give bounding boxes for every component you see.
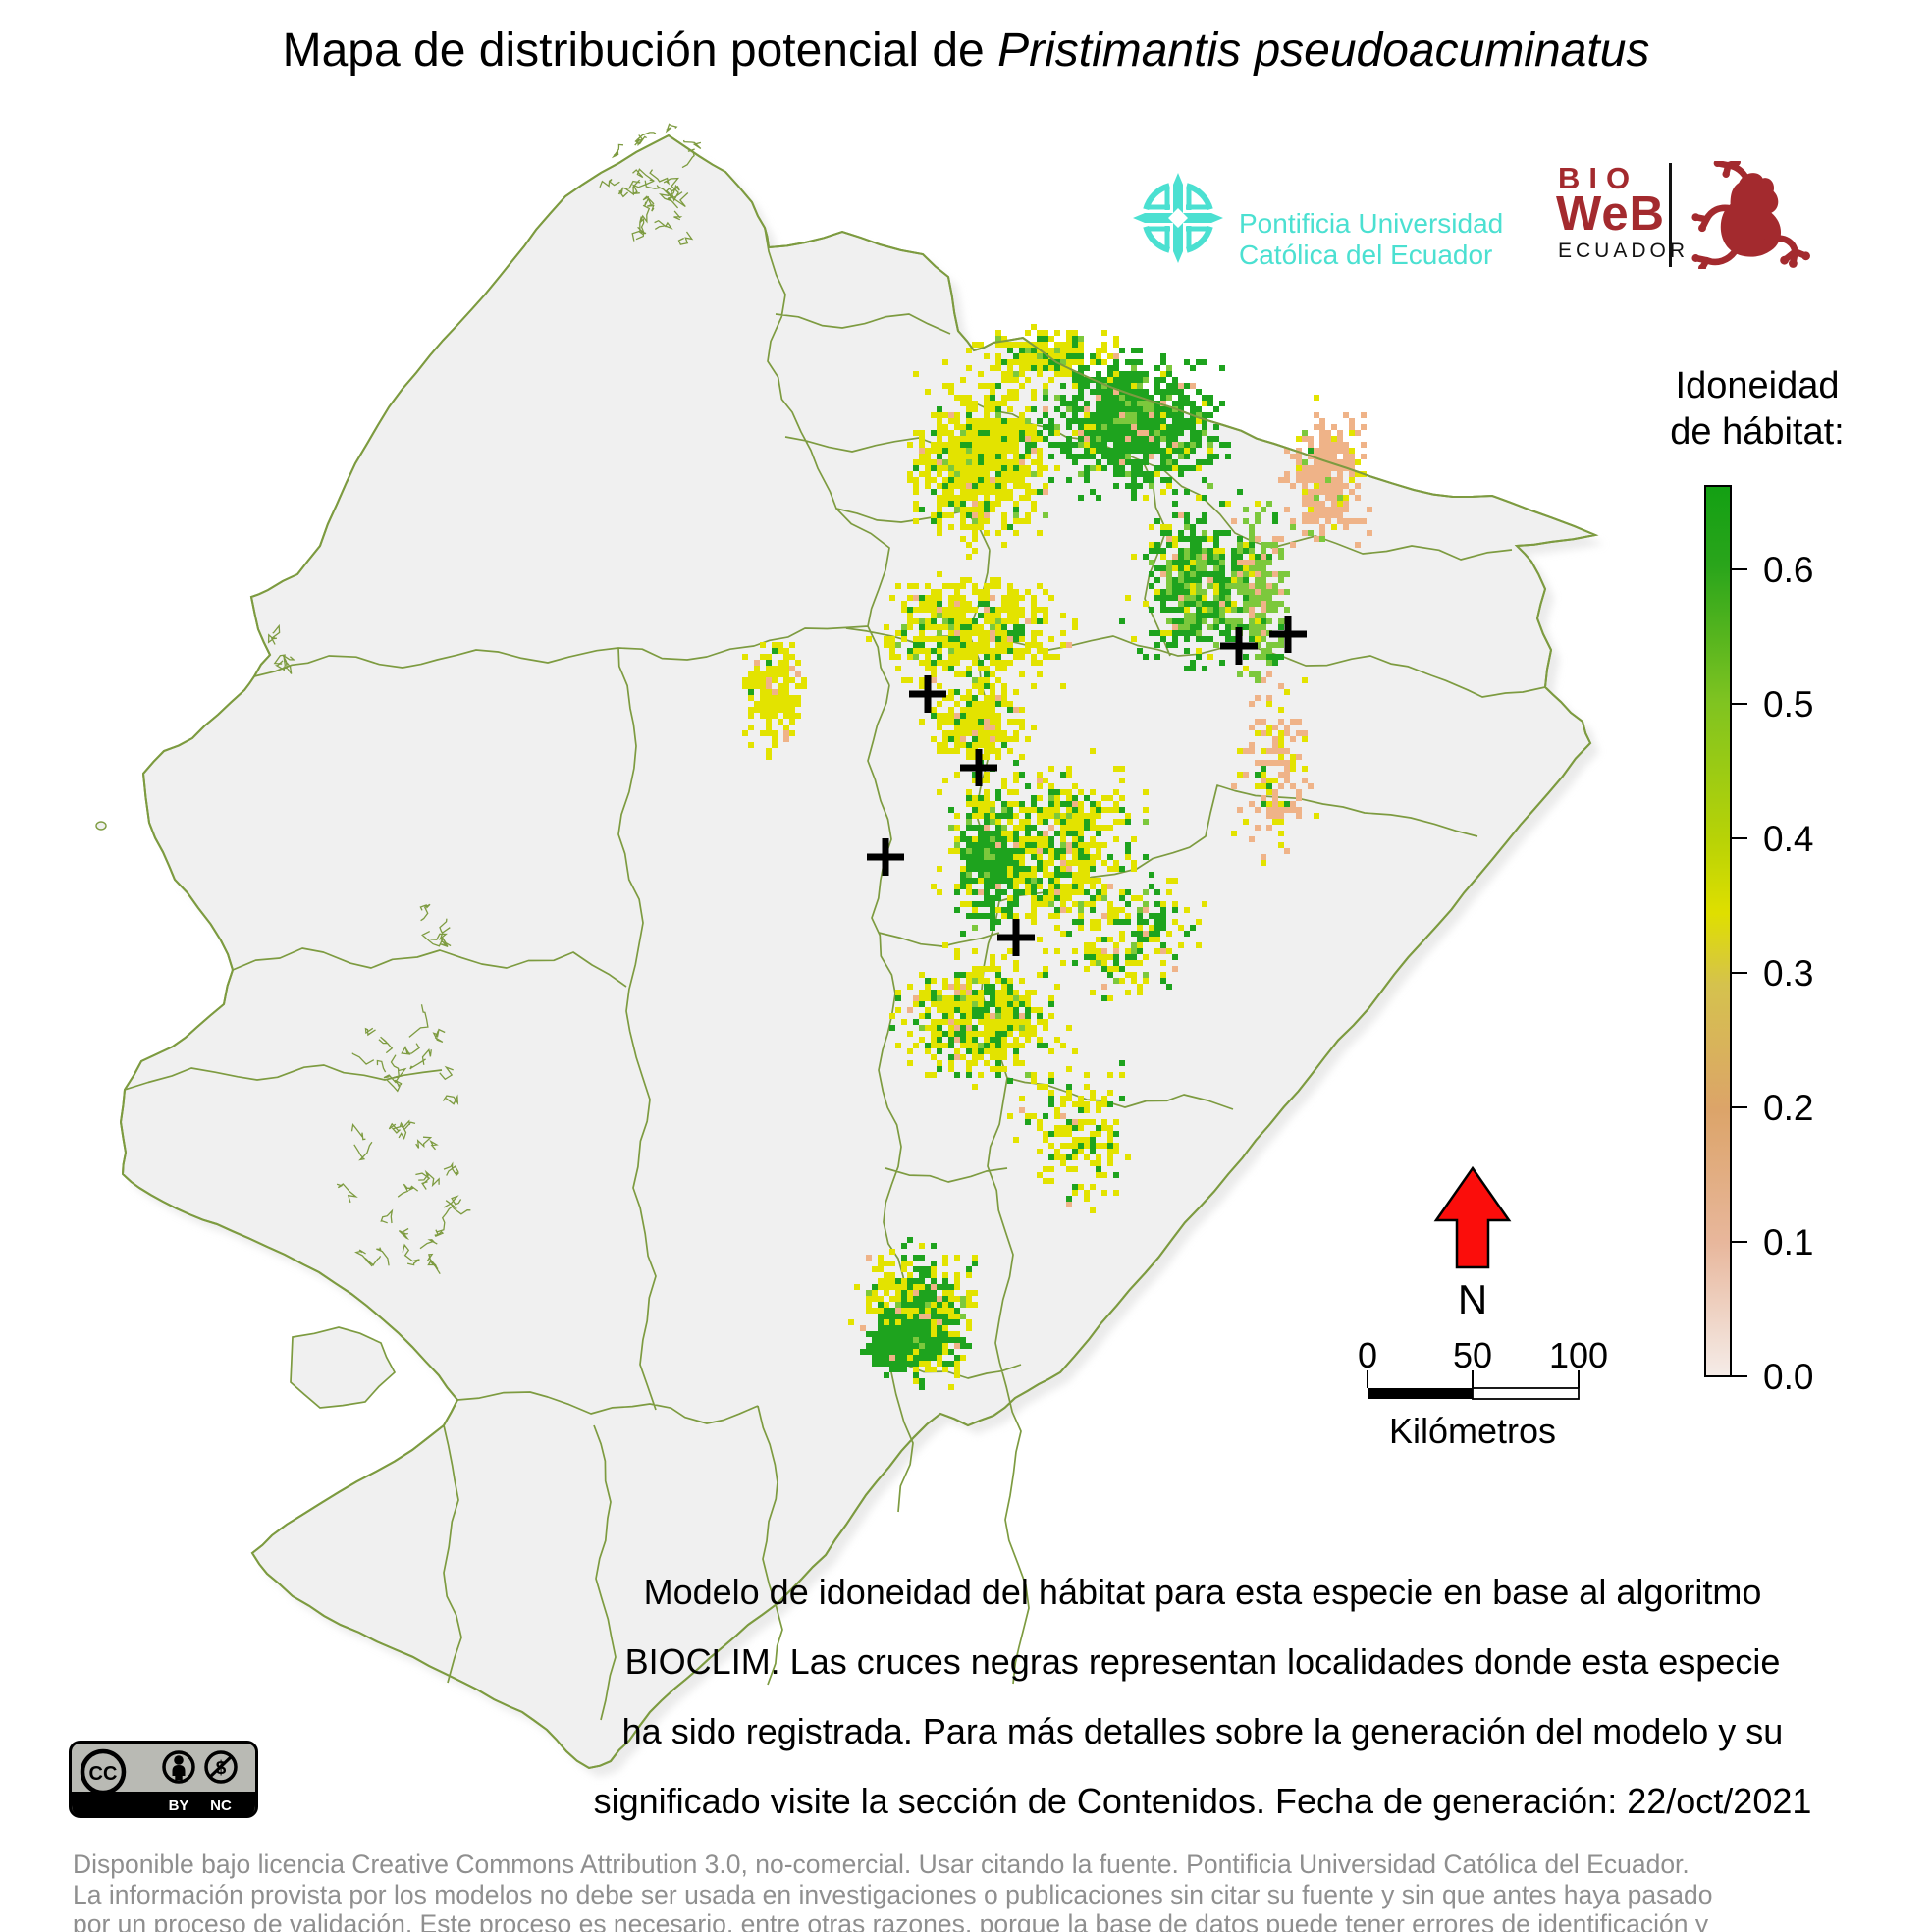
cc-icon [80, 1748, 127, 1796]
legend-title: Idoneidad de hábitat: [1622, 363, 1893, 456]
description-line: significado visite la sección de Conteni… [593, 1781, 1812, 1821]
puna-island [290, 1326, 397, 1409]
legend-tick-label: 0.1 [1763, 1222, 1813, 1262]
cc-icon-label: CC [89, 1763, 118, 1785]
bioweb-ecuador-text: ECUADOR [1558, 240, 1690, 262]
page-title: Mapa de distribución potencial de Pristi… [0, 24, 1932, 78]
scale-bar [1367, 1370, 1580, 1400]
raster-light-green [866, 336, 1355, 1349]
license-footer: Disponible bajo licencia Creative Common… [73, 1850, 1918, 1932]
frog-icon [1691, 161, 1810, 269]
occurrence-crosses [867, 616, 1307, 956]
description-line: BIOCLIM. Las cruces negras representan l… [624, 1641, 1781, 1682]
legend-title-line1: Idoneidad [1675, 365, 1840, 406]
footer-line: por un proceso de validación. Este proce… [73, 1909, 1709, 1932]
puce-line2: Católica del Ecuador [1239, 240, 1493, 270]
puce-compass-icon [1133, 173, 1223, 263]
legend-tick-label: 0.0 [1763, 1357, 1813, 1397]
bioweb-web-text: WeB [1556, 188, 1666, 241]
legend-title-line2: de hábitat: [1670, 411, 1845, 453]
scalebar-label-50: 50 [1452, 1335, 1493, 1375]
by-label: BY [169, 1798, 189, 1814]
bioweb-logo: BIO WeB ECUADOR [1556, 161, 1821, 275]
footer-line: Disponible bajo licencia Creative Common… [73, 1850, 1690, 1879]
non-commercial-icon: $ [204, 1750, 238, 1784]
footer-line: La información provista por los modelos … [73, 1879, 1713, 1909]
nc-label: NC [210, 1798, 232, 1814]
attribution-icon [162, 1750, 195, 1784]
description-line: Modelo de idoneidad del hábitat para est… [643, 1572, 1762, 1612]
model-description: Modelo de idoneidad del hábitat para est… [545, 1557, 1860, 1836]
legend-tick-label: 0.6 [1763, 550, 1813, 590]
scalebar-unit: Kilómetros [1388, 1411, 1557, 1451]
north-label: N [1457, 1276, 1488, 1322]
raster-salmon [754, 353, 1372, 1361]
scalebar-label-100: 100 [1548, 1335, 1609, 1375]
title-prefix: Mapa de distribución potencial de [282, 25, 998, 77]
puce-logo-text: Pontificia Universidad Católica del Ecua… [1239, 208, 1503, 271]
legend-tick-label: 0.4 [1763, 819, 1813, 859]
legend-colorbar: 0.6 0.5 0.4 0.3 0.2 0.1 0.0 [1704, 485, 1813, 1397]
scalebar-label-0: 0 [1357, 1335, 1378, 1375]
legend-tick-label: 0.2 [1763, 1088, 1813, 1128]
small-island [95, 821, 107, 831]
bioweb-bio-text: BIO [1558, 161, 1639, 195]
legend-tick-label: 0.5 [1763, 684, 1813, 724]
country-outline [119, 134, 1599, 1770]
cc-license-badge: CC $ BY NC [69, 1741, 258, 1818]
north-arrow-icon [1433, 1165, 1512, 1269]
species-name: Pristimantis pseudoacuminatus [997, 25, 1650, 77]
puce-line1: Pontificia Universidad [1239, 208, 1504, 239]
description-line: ha sido registrada. Para más detalles so… [621, 1711, 1784, 1751]
bioweb-separator [1669, 163, 1672, 267]
legend-tick-label: 0.3 [1763, 953, 1813, 993]
province-borders [124, 227, 1546, 1721]
